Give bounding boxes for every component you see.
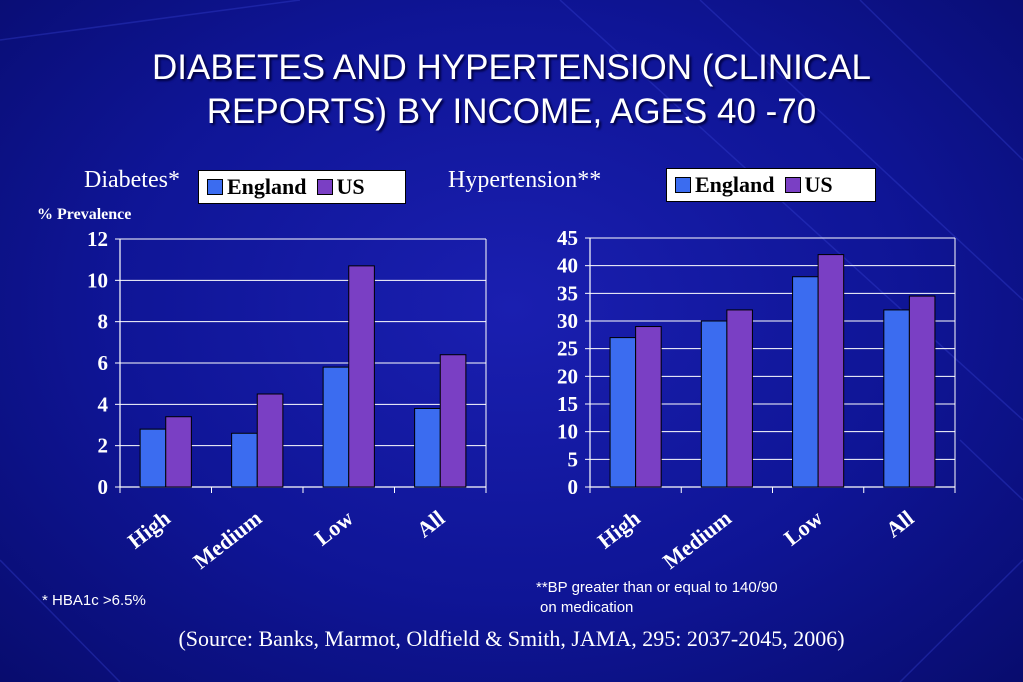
- legend-england-swatch: [207, 179, 223, 195]
- diabetes-ytick-label: 0: [98, 475, 109, 499]
- hypertension-bar-high-england: [609, 337, 637, 488]
- hypertension-bar-low-england: [792, 276, 819, 488]
- diabetes-ytick-label: 8: [98, 310, 109, 334]
- legend-us-swatch: [316, 179, 333, 195]
- hypertension-bar-medium-england: [700, 320, 728, 488]
- legend-us-swatch: [784, 177, 801, 193]
- hypertension-ytick-label: 15: [557, 392, 578, 416]
- legend-england-swatch: [675, 177, 691, 193]
- hypertension-bar-all-us: [908, 295, 936, 488]
- hypertension-bar-all-england: [883, 309, 910, 488]
- diabetes-category-label: All: [412, 505, 450, 542]
- hypertension-category-label: Medium: [658, 505, 736, 574]
- legend-england: England: [675, 172, 775, 198]
- legend-us-label: US: [336, 174, 365, 199]
- hypertension-chart-title: Hypertension**: [448, 167, 602, 193]
- hypertension-ytick-label: 40: [557, 254, 578, 278]
- legend-us: US: [316, 174, 365, 200]
- hypertension-category-label: High: [593, 505, 645, 553]
- diabetes-category-label: Medium: [188, 505, 266, 574]
- diabetes-bar-all-us: [439, 354, 467, 488]
- hypertension-ytick-label: 20: [557, 364, 578, 388]
- hypertension-category-label: Low: [779, 505, 827, 550]
- slide-title-line-2: REPORTS) BY INCOME, AGES 40 -70: [206, 92, 817, 131]
- diabetes-ytick-label: 2: [98, 434, 109, 458]
- diabetes-bar-high-england: [139, 428, 167, 488]
- hypertension-footnote-line-1: **BP greater than or equal to 140/90: [536, 579, 778, 596]
- hypertension-ytick-label: 5: [568, 447, 579, 471]
- hypertension-ytick-label: 45: [557, 226, 578, 250]
- legend-england-label: England: [227, 174, 307, 199]
- slide-title-line-1: DIABETES AND HYPERTENSION (CLINICAL: [152, 48, 871, 87]
- diabetes-category-label: Low: [310, 505, 358, 550]
- slide-title: DIABETES AND HYPERTENSION (CLINICAL REPO…: [0, 46, 1023, 134]
- legend-england: England: [207, 174, 307, 200]
- diabetes-legend: England US: [198, 170, 406, 204]
- diabetes-ytick-label: 4: [98, 392, 109, 416]
- hypertension-ytick-label: 25: [557, 337, 578, 361]
- diabetes-bar-low-us: [348, 265, 375, 488]
- hypertension-legend: England US: [666, 168, 876, 202]
- source-citation: (Source: Banks, Marmot, Oldfield & Smith…: [178, 626, 845, 651]
- diabetes-bar-medium-us: [256, 393, 284, 488]
- hypertension-bar-medium-us: [726, 309, 753, 488]
- hypertension-ytick-label: 0: [568, 475, 579, 499]
- hypertension-ytick-label: 35: [557, 281, 578, 305]
- hypertension-ytick-label: 30: [557, 309, 578, 333]
- diabetes-ylabel: % Prevalence: [37, 206, 132, 223]
- diabetes-bar-high-us: [165, 416, 192, 488]
- diabetes-ytick-label: 12: [87, 227, 108, 251]
- diabetes-bar-medium-england: [231, 432, 258, 488]
- legend-england-label: England: [695, 172, 775, 197]
- hypertension-footnote: **BP greater than or equal to 140/90 on …: [536, 578, 778, 618]
- hypertension-bar-low-us: [817, 254, 845, 488]
- diabetes-footnote: * HBA1c >6.5%: [42, 592, 146, 609]
- hypertension-category-label: All: [881, 505, 919, 542]
- legend-us: US: [784, 172, 833, 198]
- hypertension-ytick-label: 10: [557, 420, 578, 444]
- diabetes-category-label: High: [123, 505, 175, 553]
- diabetes-bar-low-england: [322, 366, 350, 488]
- hypertension-footnote-line-2: on medication: [540, 599, 634, 616]
- diabetes-ytick-label: 10: [87, 268, 108, 292]
- diabetes-ytick-label: 6: [98, 351, 109, 375]
- diabetes-bar-all-england: [414, 407, 441, 488]
- diabetes-chart-title: Diabetes*: [84, 167, 180, 193]
- hypertension-bar-high-us: [635, 326, 662, 488]
- legend-us-label: US: [804, 172, 833, 197]
